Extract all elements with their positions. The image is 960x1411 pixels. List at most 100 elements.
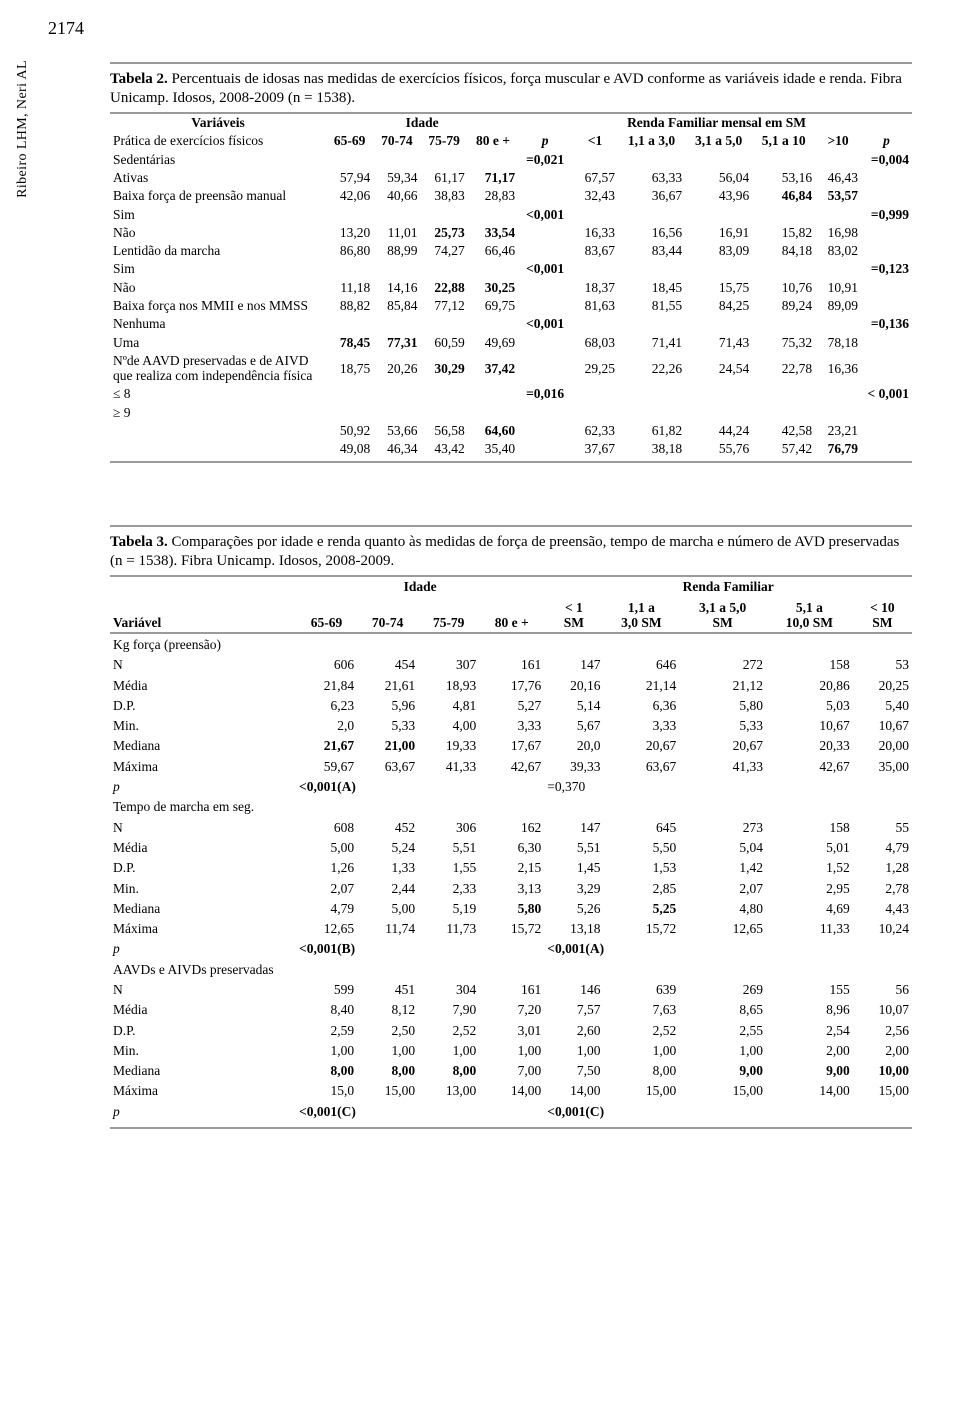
cell: 2,07 <box>679 878 766 898</box>
cell: 76,79 <box>815 440 861 458</box>
cell: 2,07 <box>296 878 357 898</box>
cell: 37,42 <box>468 351 518 384</box>
cell: 2,78 <box>853 878 912 898</box>
cell: 7,50 <box>544 1061 603 1081</box>
page-number: 2174 <box>48 18 84 39</box>
col: 1,1 a 3,0 <box>618 132 685 150</box>
row-label: Máxima <box>110 756 296 776</box>
cell: 88,99 <box>373 242 420 260</box>
cell: 7,20 <box>479 1000 544 1020</box>
cell: 11,33 <box>766 919 853 939</box>
cell: 2,50 <box>357 1020 418 1040</box>
cell: 67,57 <box>572 168 618 186</box>
cell: 304 <box>418 979 479 999</box>
cell: 53,66 <box>373 421 420 439</box>
cell: 77,12 <box>421 296 468 314</box>
cell: 43,42 <box>421 440 468 458</box>
cell: 3,33 <box>604 716 680 736</box>
cell: 8,40 <box>296 1000 357 1020</box>
cell: 32,43 <box>572 187 618 205</box>
cell: 15,72 <box>604 919 680 939</box>
page: 2174 Ribeiro LHM, Neri AL Tabela 2. Perc… <box>0 0 960 1189</box>
p-value: < 0,001 <box>861 385 912 403</box>
cell: 8,12 <box>357 1000 418 1020</box>
cell: 1,00 <box>544 1040 603 1060</box>
col: 5,1 a10,0 SM <box>766 597 853 633</box>
row-label: Sedentárias <box>110 150 326 168</box>
row-label: Ativas <box>110 168 326 186</box>
cell: 2,0 <box>296 716 357 736</box>
cell: 451 <box>357 979 418 999</box>
cell: 608 <box>296 817 357 837</box>
cell: 5,80 <box>479 898 544 918</box>
cell: 53 <box>853 655 912 675</box>
cell: 2,52 <box>418 1020 479 1040</box>
cell: 21,84 <box>296 675 357 695</box>
cell: 1,00 <box>296 1040 357 1060</box>
cell: 8,65 <box>679 1000 766 1020</box>
cell: 49,69 <box>468 333 518 351</box>
p-value: <0,001(C) <box>296 1101 544 1121</box>
table-2: Tabela 2. Percentuais de idosas nas medi… <box>110 62 912 463</box>
cell: 10,67 <box>853 716 912 736</box>
cell: 18,45 <box>618 278 685 296</box>
cell: 15,82 <box>752 223 815 241</box>
cell: 30,29 <box>421 351 468 384</box>
table-2-body: Variáveis Idade Renda Familiar mensal em… <box>110 114 912 464</box>
cell: 42,67 <box>766 756 853 776</box>
row-label: Nenhuma <box>110 315 326 333</box>
cell: 2,33 <box>418 878 479 898</box>
cell: 41,33 <box>679 756 766 776</box>
cell: 8,00 <box>357 1061 418 1081</box>
cell: 62,33 <box>572 421 618 439</box>
cell: 20,25 <box>853 675 912 695</box>
cell: 46,43 <box>815 168 861 186</box>
cell: 20,0 <box>544 736 603 756</box>
cell: 16,36 <box>815 351 861 384</box>
cell: 15,72 <box>479 919 544 939</box>
cell: 2,55 <box>679 1020 766 1040</box>
cell: 10,67 <box>766 716 853 736</box>
cell: 7,90 <box>418 1000 479 1020</box>
cell: 5,96 <box>357 695 418 715</box>
row-label: Baixa força nos MMII e nos MMSS <box>110 296 326 314</box>
cell: 7,00 <box>479 1061 544 1081</box>
cell: 77,31 <box>373 333 420 351</box>
cell: 5,67 <box>544 716 603 736</box>
cell: 14,16 <box>373 278 420 296</box>
cell: 11,18 <box>326 278 373 296</box>
cell: 56,04 <box>685 168 752 186</box>
row-label: ≤ 8 <box>110 385 326 403</box>
cell: 49,08 <box>326 440 373 458</box>
row-label: Min. <box>110 878 296 898</box>
cell: 50,92 <box>326 421 373 439</box>
cell: 16,98 <box>815 223 861 241</box>
cell: 5,80 <box>679 695 766 715</box>
row-label: Prática de exercícios físicos <box>110 132 326 150</box>
cell: 11,73 <box>418 919 479 939</box>
cell: 7,63 <box>604 1000 680 1020</box>
row-label <box>110 421 326 439</box>
row-label: Média <box>110 1000 296 1020</box>
cell: 158 <box>766 655 853 675</box>
col: 70-74 <box>373 132 420 150</box>
cell: 2,95 <box>766 878 853 898</box>
row-label: Mediana <box>110 736 296 756</box>
caption-text: Comparações por idade e renda quanto às … <box>110 534 899 569</box>
cell: 158 <box>766 817 853 837</box>
row-label: N <box>110 817 296 837</box>
row-label: Não <box>110 223 326 241</box>
col: 65-69 <box>296 597 357 633</box>
section-label: AAVDs e AIVDs preservadas <box>110 959 912 979</box>
side-authors: Ribeiro LHM, Neri AL <box>15 60 31 198</box>
cell: 8,00 <box>418 1061 479 1081</box>
cell: 30,25 <box>468 278 518 296</box>
row-label: Sim <box>110 260 326 278</box>
cell: 5,03 <box>766 695 853 715</box>
p-value: <0,001(A) <box>296 776 544 796</box>
table-3-caption: Tabela 3. Comparações por idade e renda … <box>110 527 912 577</box>
cell: 83,67 <box>572 242 618 260</box>
cell: 2,56 <box>853 1020 912 1040</box>
row-label: p <box>110 776 296 796</box>
cell: 13,00 <box>418 1081 479 1101</box>
